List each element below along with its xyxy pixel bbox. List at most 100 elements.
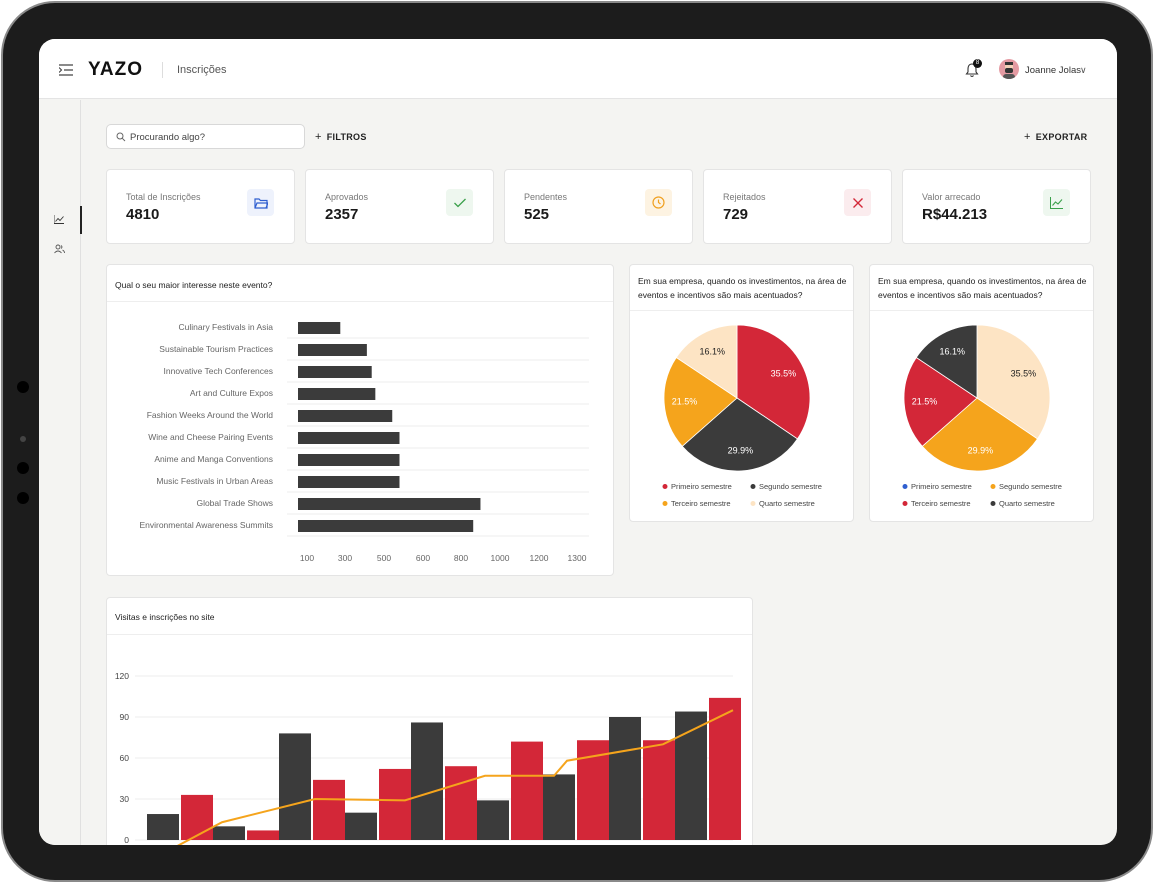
bar [298, 410, 393, 422]
stat-value: 729 [723, 206, 749, 223]
legend-label: Quarto semestre [759, 499, 815, 508]
tick-label: 1200 [530, 553, 549, 563]
tick-label: 100 [300, 553, 314, 563]
camera-dot [20, 436, 26, 442]
legend-label: Segundo semestre [999, 482, 1062, 491]
category-label: Environmental Awareness Summits [139, 520, 273, 530]
bar-paid [675, 711, 707, 840]
user-name[interactable]: Joanne Jolas [1025, 65, 1081, 76]
slice-label: 21.5% [672, 397, 698, 407]
stat-card: Total de Inscrições 4810 [106, 169, 295, 244]
bar [298, 476, 400, 488]
sidebar-item-dashboard[interactable] [39, 206, 82, 234]
category-label: Culinary Festivals in Asia [179, 322, 274, 332]
pie-slice [675, 324, 738, 399]
active-indicator [80, 206, 82, 234]
search-input[interactable]: Procurando algo? [106, 124, 305, 149]
stat-value: 4810 [126, 206, 160, 223]
slice-label: 35.5% [771, 368, 797, 378]
legend-swatch [990, 484, 996, 489]
legend-label: Primeiro semestre [671, 482, 732, 491]
bar-paid [279, 733, 311, 840]
side-button [17, 492, 29, 504]
chart-icon [54, 215, 64, 224]
bar-paid [147, 814, 179, 840]
bar-free [181, 794, 213, 840]
pie-slice [681, 397, 799, 472]
sidebar-item-users[interactable] [39, 240, 81, 260]
folder-icon [247, 189, 274, 216]
legend-label: Terceiro semestre [911, 499, 971, 508]
legend-swatch [662, 484, 668, 489]
legend-label: Quarto semestre [999, 499, 1055, 508]
stat-label: Aprovados [325, 192, 369, 202]
category-label: Art and Culture Expos [190, 388, 273, 398]
filters-label: FILTROS [326, 132, 367, 142]
side-button [17, 381, 29, 393]
slice-label: 29.9% [728, 445, 754, 455]
legend-label: Segundo semestre [759, 482, 822, 491]
filters-button[interactable]: + FILTROS [315, 131, 367, 143]
stat-label: Pendentes [524, 192, 568, 202]
category-label: Music Festivals in Urban Areas [156, 476, 273, 486]
y-tick-label: 0 [124, 835, 129, 845]
y-tick-label: 60 [120, 753, 130, 763]
sidebar [39, 100, 82, 845]
visits-chart-card: Visitas e inscrições no site 03060901201… [106, 597, 753, 845]
bar [298, 498, 481, 510]
chart-title: Visitas e inscrições no site [115, 612, 215, 622]
divider [870, 310, 1093, 311]
category-label: Global Trade Shows [196, 498, 273, 508]
bar-free [247, 830, 279, 840]
tick-label: 600 [416, 553, 430, 563]
bar [298, 366, 372, 378]
y-tick-label: 30 [120, 794, 130, 804]
legend-swatch [902, 484, 908, 489]
app-logo[interactable]: YAZO [88, 59, 144, 80]
search-placeholder: Procurando algo? [130, 132, 205, 143]
menu-icon[interactable] [59, 64, 73, 76]
chart-title: Em sua empresa, quando os investimentos,… [878, 276, 1087, 300]
bar-paid [411, 722, 443, 840]
category-label: Sustainable Tourism Practices [159, 344, 273, 354]
bar [298, 454, 400, 466]
interest-bar-chart: Culinary Festivals in Asia Sustainable To… [139, 322, 589, 563]
legend-label: Terceiro semestre [671, 499, 731, 508]
bar-free [709, 697, 741, 840]
stat-value: R$44.213 [922, 206, 988, 223]
divider [630, 310, 853, 311]
stat-label: Valor arrecado [922, 192, 981, 202]
users-icon [54, 244, 65, 254]
series-line [177, 709, 734, 845]
chevron-down-icon[interactable]: ∨ [1080, 65, 1087, 75]
stat-card: Pendentes 525 [504, 169, 693, 244]
slice-label: 21.5% [912, 397, 938, 407]
bar-paid [213, 826, 245, 840]
y-tick-label: 120 [115, 671, 129, 681]
bar-free [643, 740, 675, 840]
page-title: Inscrições [177, 64, 227, 76]
visits-combo-chart: 0306090120123456789Inscrição pagaInscriç… [115, 671, 741, 845]
bar-free [511, 741, 543, 840]
tick-label: 800 [454, 553, 468, 563]
bar [298, 388, 376, 400]
app-screen: YAZO Inscrições 8 Joanne Jolas ∨ [39, 39, 1117, 845]
bar [298, 344, 367, 356]
bar-free [313, 779, 345, 840]
plus-icon: + [1024, 131, 1031, 143]
pie-slice [736, 324, 811, 440]
bar-paid [609, 717, 641, 840]
x-icon [844, 189, 871, 216]
stat-card: Aprovados 2357 [305, 169, 494, 244]
stat-card: Rejeitados 729 [703, 169, 892, 244]
pie-slice [903, 356, 978, 447]
interest-chart-card: Qual o seu maior interesse neste evento?… [106, 264, 614, 576]
avatar[interactable] [999, 59, 1019, 79]
chart-title: Qual o seu maior interesse neste evento? [115, 280, 273, 290]
legend-swatch [750, 501, 756, 506]
pie-slice [976, 324, 1051, 440]
export-button[interactable]: + EXPORTAR [1024, 131, 1087, 143]
divider [107, 301, 613, 302]
chart-title: Em sua empresa, quando os investimentos,… [638, 276, 847, 300]
pie-slice [663, 356, 738, 447]
